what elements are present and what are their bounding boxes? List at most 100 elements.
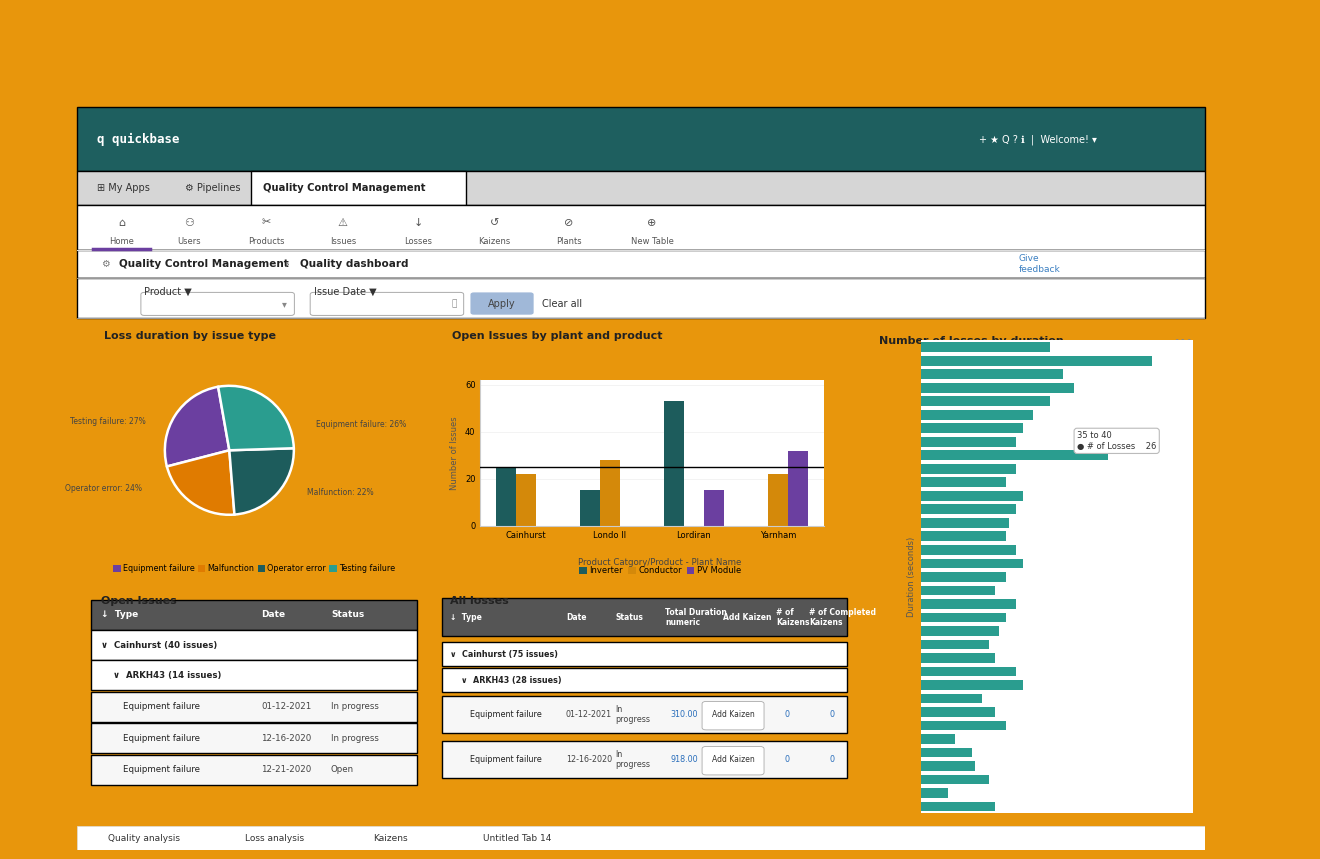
Text: ∨  ARKH43 (28 issues): ∨ ARKH43 (28 issues) [450,676,562,685]
Text: Number of losses by duration: Number of losses by duration [879,337,1064,346]
Bar [920,572,1006,582]
Text: ⊕: ⊕ [647,217,657,228]
Text: Add Kaizen: Add Kaizen [711,710,755,719]
Text: 12-16-2020: 12-16-2020 [566,755,612,764]
Bar [920,761,975,771]
FancyBboxPatch shape [442,740,846,778]
Text: # of Completed
Kaizens: # of Completed Kaizens [809,607,876,627]
Bar [920,626,999,636]
Bar [704,490,725,526]
Bar [920,680,1023,690]
FancyBboxPatch shape [702,702,764,730]
Bar [920,612,1006,622]
Text: ↓: ↓ [414,217,424,228]
Text: ↓  Type: ↓ Type [102,611,139,619]
Text: Status: Status [331,611,364,619]
Bar [920,545,1016,555]
FancyBboxPatch shape [77,825,1205,850]
FancyBboxPatch shape [470,292,533,314]
Bar [920,558,1023,569]
Text: ⌂: ⌂ [119,217,125,228]
Text: Quality Control Management: Quality Control Management [119,259,289,269]
Legend: Inverter, Conductor, PV Module: Inverter, Conductor, PV Module [576,564,744,579]
Wedge shape [218,386,294,450]
Text: Open: Open [331,765,354,774]
Text: ∨  Cainhurst (75 issues): ∨ Cainhurst (75 issues) [450,649,558,659]
Bar [920,423,1023,433]
FancyBboxPatch shape [91,691,417,722]
Bar [516,474,536,526]
Text: Total Duration
numeric: Total Duration numeric [665,607,727,627]
FancyBboxPatch shape [91,631,417,660]
Bar [920,801,995,812]
Wedge shape [230,448,294,515]
Legend: Equipment failure, Malfunction, Operator error, Testing failure: Equipment failure, Malfunction, Operator… [110,561,399,576]
Bar [664,401,684,526]
Bar [920,775,989,784]
Text: 01-12-2021: 01-12-2021 [261,702,312,711]
FancyBboxPatch shape [91,600,417,631]
Text: ⊘: ⊘ [564,217,573,228]
Text: Clear all: Clear all [541,299,582,308]
Text: ⊞ My Apps: ⊞ My Apps [96,183,149,192]
Bar [920,464,1016,473]
Bar [920,383,1073,393]
Text: ▾: ▾ [282,299,286,309]
Text: New Table: New Table [631,236,673,246]
Y-axis label: Duration (seconds): Duration (seconds) [907,537,916,617]
FancyBboxPatch shape [77,107,1205,171]
Bar [920,653,995,663]
Text: Quality Control Management: Quality Control Management [263,183,425,192]
Text: Quality dashboard: Quality dashboard [300,259,408,269]
Text: Testing failure: 27%: Testing failure: 27% [70,417,145,426]
Text: In progress: In progress [331,702,379,711]
Text: Give
feedback: Give feedback [1019,254,1061,274]
Text: Apply: Apply [488,299,516,308]
Text: 📅: 📅 [451,300,457,308]
Text: Operator error: 24%: Operator error: 24% [65,484,143,493]
Text: All losses: All losses [450,596,508,606]
Text: q quickbase: q quickbase [96,133,180,146]
Text: Home: Home [110,236,135,246]
Text: In
progress: In progress [615,750,651,769]
Bar [920,721,1006,730]
Text: 35 to 40
● # of Losses    26: 35 to 40 ● # of Losses 26 [1077,431,1156,450]
Text: + ★ Q ? ℹ  |  Welcome! ▾: + ★ Q ? ℹ | Welcome! ▾ [979,134,1097,144]
Bar [920,599,1016,609]
Bar [920,396,1049,406]
Text: Untitled Tab 14: Untitled Tab 14 [483,834,550,843]
FancyBboxPatch shape [442,599,846,637]
Bar [920,410,1032,420]
Text: Add Kaizen: Add Kaizen [723,612,771,622]
Text: Equipment failure: 26%: Equipment failure: 26% [317,420,407,429]
Bar [920,478,1006,487]
Text: ↺: ↺ [490,217,499,228]
FancyBboxPatch shape [252,171,466,205]
Bar [920,707,995,717]
Text: Product Catgory/Product - Plant Name: Product Catgory/Product - Plant Name [578,557,742,567]
Text: Plants: Plants [556,236,581,246]
Bar [920,734,954,744]
Bar [920,532,1006,541]
FancyBboxPatch shape [77,205,1205,250]
Text: # of
Kaizens: # of Kaizens [776,607,810,627]
Text: 12-21-2020: 12-21-2020 [261,765,312,774]
Text: ∨  Cainhurst (40 issues): ∨ Cainhurst (40 issues) [102,641,218,649]
Bar [920,747,972,758]
Text: Kaizens: Kaizens [374,834,408,843]
Bar [920,789,948,798]
Text: 12-16-2020: 12-16-2020 [261,734,312,743]
Text: In
progress: In progress [615,704,651,724]
FancyBboxPatch shape [77,278,1205,318]
Text: Kaizens: Kaizens [478,236,511,246]
Text: •••: ••• [1173,337,1192,346]
Text: Open Issues: Open Issues [102,596,177,606]
FancyBboxPatch shape [77,250,1205,278]
Bar [920,356,1152,366]
Text: Equipment failure: Equipment failure [102,765,201,774]
Text: 918.00: 918.00 [671,755,698,764]
Text: Malfunction: 22%: Malfunction: 22% [306,488,374,497]
Text: ›: › [285,258,290,271]
FancyBboxPatch shape [77,171,1205,205]
FancyBboxPatch shape [442,696,846,734]
